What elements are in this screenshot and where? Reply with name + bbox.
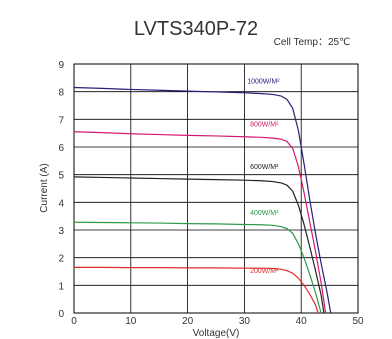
y-tick-label: 3 [58,226,64,237]
y-tick-label: 5 [58,171,64,182]
grid-lines [74,64,358,313]
y-axis-ticks: 0 1 2 3 4 5 6 7 8 9 [58,60,64,320]
y-tick-label: 6 [58,143,64,154]
y-tick-label: 8 [58,88,64,99]
plot-border [73,63,359,314]
series-label-3: 400W/M² [250,210,279,217]
y-axis-label: Current (A) [39,163,50,212]
series-label-4: 200W/M² [250,268,279,275]
x-tick-label: 10 [125,316,137,327]
y-tick-label: 7 [58,115,64,126]
x-axis-ticks: 0 10 20 30 40 50 [71,316,364,327]
x-tick-label: 0 [71,316,77,327]
chart-subtitle: Cell Temp：25℃ [274,37,351,48]
series-line-3 [73,221,322,314]
x-tick-label: 40 [296,316,308,327]
series-line-2 [73,176,325,314]
y-tick-label: 2 [58,254,64,265]
x-axis-label: Voltage(V) [193,328,240,339]
y-tick-label: 0 [58,309,64,320]
series-labels: 1000W/M² 800W/M² 600W/M² 400W/M² 200W/M² [247,78,280,275]
y-tick-label: 1 [58,281,64,292]
plot-area [73,63,359,314]
series-line-0 [73,86,332,314]
x-tick-label: 50 [352,316,364,327]
y-tick-label: 9 [58,60,64,71]
y-tick-label: 4 [58,198,64,209]
series-line-1 [73,131,327,314]
series-lines [73,86,332,314]
chart-title: LVTS340P-72 [134,18,258,40]
x-tick-label: 30 [239,316,251,327]
series-label-2: 600W/M² [250,164,279,171]
x-tick-label: 20 [182,316,194,327]
series-label-1: 800W/M² [250,121,279,128]
series-label-0: 1000W/M² [247,78,280,85]
series-line-4 [74,266,319,314]
